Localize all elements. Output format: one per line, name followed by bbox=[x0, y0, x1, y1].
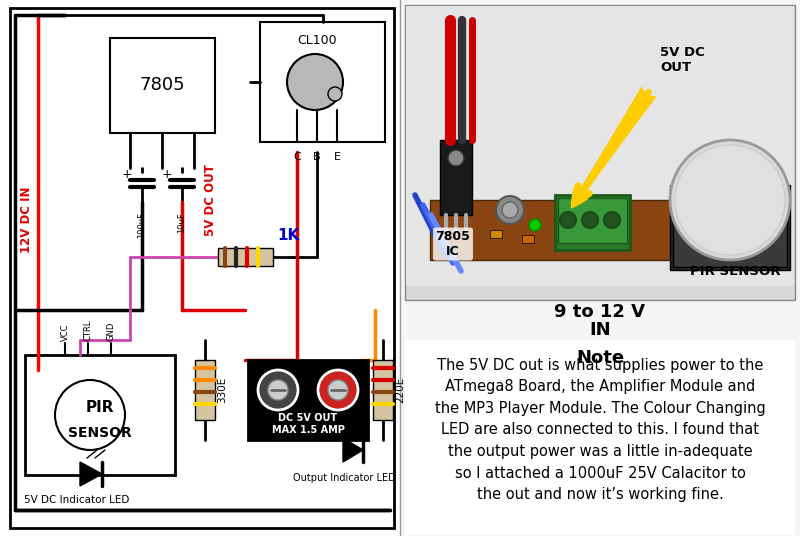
Circle shape bbox=[529, 219, 541, 231]
Circle shape bbox=[258, 370, 298, 410]
Text: C: C bbox=[293, 152, 301, 162]
Text: SENSOR: SENSOR bbox=[68, 426, 132, 440]
Text: 100uF: 100uF bbox=[138, 212, 146, 238]
Text: DC 5V OUT: DC 5V OUT bbox=[278, 413, 338, 423]
Bar bbox=[522, 235, 534, 243]
Text: GND: GND bbox=[106, 322, 115, 341]
Text: 220E: 220E bbox=[395, 377, 405, 403]
Circle shape bbox=[675, 145, 785, 255]
Text: MAX 1.5 AMP: MAX 1.5 AMP bbox=[271, 425, 345, 435]
Bar bbox=[10, 8, 394, 528]
Text: 1K: 1K bbox=[277, 228, 299, 243]
Circle shape bbox=[670, 140, 790, 260]
Text: CTRL: CTRL bbox=[83, 319, 93, 341]
Bar bbox=[0, 0, 400, 536]
Text: 12V DC IN: 12V DC IN bbox=[21, 187, 34, 253]
Bar bbox=[260, 22, 385, 142]
Text: IN: IN bbox=[589, 321, 611, 339]
Polygon shape bbox=[343, 438, 363, 462]
Bar bbox=[490, 230, 502, 238]
Bar bbox=[558, 198, 627, 243]
Bar bbox=[555, 195, 630, 250]
Text: 10uF: 10uF bbox=[178, 212, 186, 233]
Circle shape bbox=[328, 87, 342, 101]
Text: E: E bbox=[334, 152, 341, 162]
Polygon shape bbox=[430, 200, 780, 260]
Bar bbox=[218, 248, 273, 266]
Circle shape bbox=[502, 202, 518, 218]
Bar bbox=[406, 6, 794, 286]
Polygon shape bbox=[80, 462, 102, 486]
Circle shape bbox=[287, 54, 343, 110]
Text: 330E: 330E bbox=[217, 377, 227, 403]
Text: PIR SENSOR: PIR SENSOR bbox=[690, 265, 780, 278]
Text: CL100: CL100 bbox=[298, 33, 338, 47]
Text: 5V DC Indicator LED: 5V DC Indicator LED bbox=[24, 495, 130, 505]
Text: 7805
IC: 7805 IC bbox=[435, 230, 470, 258]
Text: 7805: 7805 bbox=[140, 77, 186, 94]
Circle shape bbox=[318, 370, 358, 410]
Text: +: + bbox=[122, 168, 132, 182]
Text: VCC: VCC bbox=[61, 324, 70, 341]
Text: Output Indicator LED: Output Indicator LED bbox=[293, 473, 396, 483]
Bar bbox=[440, 140, 472, 215]
Bar bbox=[248, 360, 368, 440]
Bar bbox=[110, 38, 215, 133]
Text: The 5V DC out is what supplies power to the
ATmega8 Board, the Amplifier Module : The 5V DC out is what supplies power to … bbox=[434, 358, 766, 502]
Bar bbox=[670, 185, 790, 270]
Bar bbox=[373, 360, 393, 420]
Circle shape bbox=[496, 196, 524, 224]
Bar bbox=[405, 5, 795, 300]
Text: B: B bbox=[313, 152, 321, 162]
Text: 5V DC OUT: 5V DC OUT bbox=[203, 164, 217, 236]
Text: 5V DC
OUT: 5V DC OUT bbox=[660, 46, 705, 74]
Bar bbox=[195, 360, 215, 420]
Bar bbox=[673, 188, 787, 267]
Text: 9 to 12 V: 9 to 12 V bbox=[554, 303, 646, 321]
Circle shape bbox=[560, 212, 576, 228]
Circle shape bbox=[604, 212, 620, 228]
Bar bbox=[405, 340, 795, 535]
Text: PIR: PIR bbox=[86, 399, 114, 414]
Circle shape bbox=[448, 150, 464, 166]
Circle shape bbox=[328, 380, 348, 400]
Text: +: + bbox=[162, 168, 172, 182]
Circle shape bbox=[268, 380, 288, 400]
Circle shape bbox=[582, 212, 598, 228]
Bar bbox=[25, 355, 175, 475]
Text: Note: Note bbox=[576, 349, 624, 367]
Circle shape bbox=[55, 380, 125, 450]
